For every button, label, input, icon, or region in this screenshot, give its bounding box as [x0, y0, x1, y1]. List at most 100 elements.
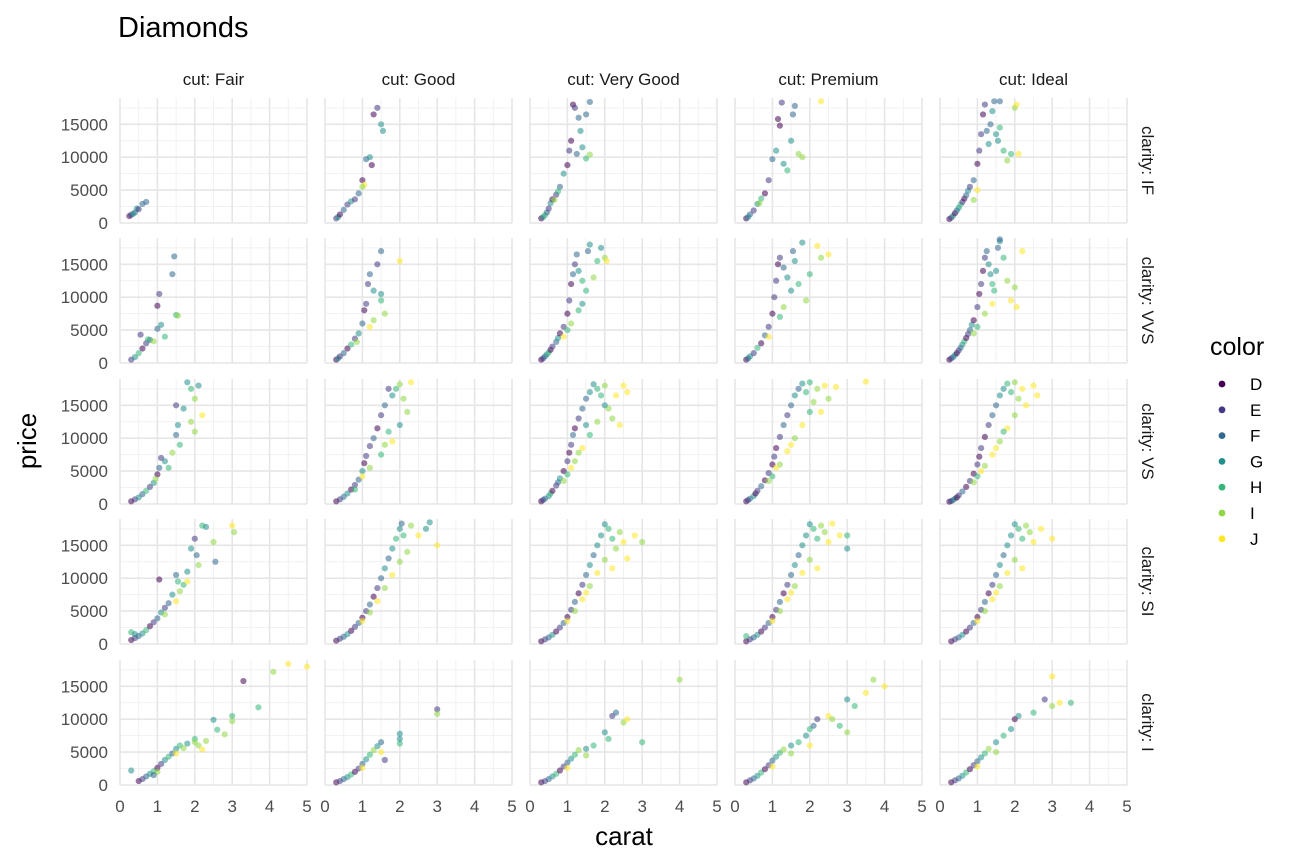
data-point [590, 552, 597, 559]
data-point [336, 211, 344, 218]
data-point [806, 379, 813, 386]
data-point [370, 593, 377, 600]
y-tick-label: 0 [99, 635, 108, 654]
data-point [814, 565, 821, 572]
data-point [566, 147, 573, 154]
data-point [158, 760, 165, 768]
data-point [1011, 379, 1018, 386]
data-point [579, 144, 586, 151]
data-point [769, 156, 776, 163]
data-point [303, 663, 311, 670]
data-point [422, 525, 430, 532]
data-point [788, 441, 795, 448]
data-point [370, 317, 377, 324]
data-point [979, 111, 987, 118]
x-tick-label: 4 [880, 797, 889, 816]
data-point [862, 378, 870, 385]
data-point [612, 709, 620, 716]
data-point [1049, 702, 1056, 710]
data-point [195, 382, 202, 389]
data-point [154, 615, 161, 622]
data-point [776, 433, 783, 440]
data-point [202, 523, 210, 530]
data-point [255, 704, 262, 711]
x-tick-label: 1 [358, 797, 367, 816]
data-point [1015, 712, 1022, 720]
data-point [583, 155, 590, 162]
x-tick-label: 2 [600, 797, 609, 816]
data-point [624, 716, 631, 723]
data-point [1022, 402, 1030, 409]
data-point [981, 254, 988, 261]
data-point [993, 571, 1000, 579]
data-point [974, 303, 981, 311]
data-point [594, 385, 601, 392]
data-point [407, 522, 415, 529]
data-point [994, 137, 1002, 144]
y-tick-label: 0 [99, 354, 108, 373]
data-point [780, 590, 787, 597]
data-point [788, 402, 795, 409]
data-point [1000, 732, 1007, 739]
data-point [351, 486, 359, 493]
data-point [571, 104, 578, 111]
data-point [761, 624, 769, 631]
data-point [560, 170, 567, 177]
data-point [161, 458, 168, 465]
data-point [199, 746, 206, 753]
legend-label: J [1250, 530, 1259, 549]
data-point [184, 578, 191, 585]
data-point [1007, 725, 1015, 733]
x-tick-label: 5 [507, 797, 516, 816]
data-point [970, 196, 977, 204]
data-point [344, 345, 351, 352]
data-point [174, 421, 182, 429]
data-point [573, 150, 580, 158]
data-point [270, 668, 277, 675]
data-point [381, 310, 388, 317]
data-point [996, 438, 1003, 445]
data-point [784, 581, 791, 588]
data-point [976, 147, 983, 154]
data-point [389, 545, 396, 552]
data-point [806, 521, 813, 528]
data-point [568, 137, 575, 144]
data-point [359, 468, 366, 475]
data-point [174, 578, 182, 585]
data-point [378, 248, 385, 255]
data-point [1007, 297, 1015, 304]
x-tick-label: 4 [265, 797, 274, 816]
data-point [173, 431, 180, 439]
data-point [143, 198, 150, 206]
legend-key [1218, 406, 1226, 414]
data-point [597, 532, 605, 539]
x-tick-label: 0 [730, 797, 739, 816]
data-point [415, 532, 422, 539]
data-point [366, 443, 373, 450]
data-point [832, 383, 840, 390]
data-point [789, 248, 797, 255]
data-point [586, 431, 593, 439]
data-point [1011, 284, 1018, 291]
data-point [784, 412, 791, 419]
y-tick-label: 10000 [61, 710, 108, 729]
data-point [370, 435, 377, 442]
data-point [577, 127, 584, 134]
data-point [825, 251, 832, 258]
data-point [989, 451, 996, 458]
data-point [579, 300, 586, 307]
data-point [978, 444, 985, 452]
data-point [624, 555, 631, 562]
data-point [573, 251, 580, 258]
x-tick-label: 2 [805, 797, 814, 816]
data-point [817, 408, 825, 415]
legend-title: color [1210, 333, 1264, 361]
data-point [802, 732, 810, 739]
data-point [612, 545, 620, 552]
data-point [400, 532, 407, 539]
data-point [1007, 532, 1015, 539]
data-point [862, 689, 870, 696]
data-point [556, 767, 564, 774]
data-point [143, 627, 150, 634]
data-point [230, 529, 238, 536]
